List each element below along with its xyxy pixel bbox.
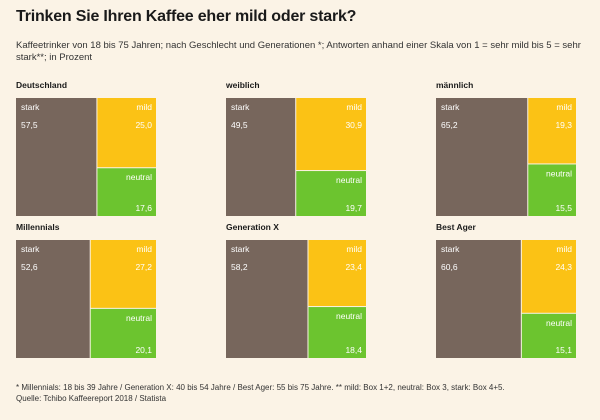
chart-title: Trinken Sie Ihren Kaffee eher mild oder … bbox=[16, 8, 357, 25]
panel-best-ager: Best Ager stark 60,6 mild 24,3 neutral 15,1 bbox=[436, 222, 600, 358]
bar-mild bbox=[528, 98, 576, 164]
panel-label: weiblich bbox=[226, 80, 260, 90]
bar-neutral bbox=[521, 313, 576, 358]
value-stark: 65,2 bbox=[441, 120, 458, 130]
panel-label: Generation X bbox=[226, 222, 279, 232]
label-neutral: neutral bbox=[546, 168, 572, 178]
footnote: * Millennials: 18 bis 39 Jahre / Generat… bbox=[16, 382, 591, 404]
value-mild: 27,2 bbox=[135, 262, 152, 272]
label-mild: mild bbox=[136, 244, 152, 254]
label-mild: mild bbox=[136, 102, 152, 112]
bar-mild bbox=[97, 98, 156, 168]
panel-label: männlich bbox=[436, 80, 474, 90]
label-neutral: neutral bbox=[126, 313, 152, 323]
label-mild: mild bbox=[346, 244, 362, 254]
label-neutral: neutral bbox=[126, 172, 152, 182]
bar-neutral bbox=[528, 164, 576, 216]
label-stark: stark bbox=[21, 244, 40, 254]
bar-stark bbox=[16, 98, 97, 216]
chart-subtitle: Kaffeetrinker von 18 bis 75 Jahren; nach… bbox=[16, 40, 581, 63]
value-stark: 60,6 bbox=[441, 262, 458, 272]
bar-stark bbox=[436, 240, 521, 358]
panel-label: Best Ager bbox=[436, 222, 476, 232]
label-neutral: neutral bbox=[336, 175, 362, 185]
label-mild: mild bbox=[556, 102, 572, 112]
bar-mild bbox=[296, 98, 366, 171]
value-neutral: 20,1 bbox=[135, 345, 152, 355]
bar-stark bbox=[16, 240, 90, 358]
value-mild: 24,3 bbox=[555, 262, 572, 272]
panel-weiblich: weiblich stark 49,5 mild 30,9 neutral 19,7 bbox=[226, 80, 398, 216]
bar-neutral bbox=[97, 168, 156, 216]
bar-neutral bbox=[296, 171, 366, 216]
bar-stark bbox=[226, 240, 308, 358]
value-stark: 49,5 bbox=[231, 120, 248, 130]
label-stark: stark bbox=[441, 244, 460, 254]
panel-millennials: Millennials stark 52,6 mild 27,2 neutral 20,1 bbox=[16, 222, 188, 358]
label-neutral: neutral bbox=[546, 318, 572, 328]
panel-maennlich: männlich stark 65,2 mild 19,3 neutral 15,5 bbox=[436, 80, 600, 216]
value-neutral: 15,5 bbox=[555, 203, 572, 213]
label-stark: stark bbox=[21, 102, 40, 112]
label-stark: stark bbox=[231, 244, 250, 254]
treemap-chart: stark 49,5 mild 30,9 neutral 19,7 bbox=[226, 98, 366, 216]
value-neutral: 15,1 bbox=[555, 345, 572, 355]
panel-label: Deutschland bbox=[16, 80, 68, 90]
panel-deutschland: Deutschland stark 57,5 mild 25,0 neutral 17,6 bbox=[16, 80, 188, 216]
bar-neutral bbox=[308, 307, 366, 358]
panel-label: Millennials bbox=[16, 222, 60, 232]
label-neutral: neutral bbox=[336, 311, 362, 321]
value-mild: 23,4 bbox=[345, 262, 362, 272]
value-mild: 25,0 bbox=[135, 120, 152, 130]
value-stark: 58,2 bbox=[231, 262, 248, 272]
bar-stark bbox=[226, 98, 296, 216]
value-neutral: 17,6 bbox=[135, 203, 152, 213]
value-neutral: 19,7 bbox=[345, 203, 362, 213]
value-stark: 52,6 bbox=[21, 262, 38, 272]
value-stark: 57,5 bbox=[21, 120, 38, 130]
treemap-chart: stark 52,6 mild 27,2 neutral 20,1 bbox=[16, 240, 156, 358]
value-mild: 19,3 bbox=[555, 120, 572, 130]
panel-generation-x: Generation X stark 58,2 mild 23,4 neutral 18,… bbox=[226, 222, 398, 358]
footnote-definitions: * Millennials: 18 bis 39 Jahre / Generat… bbox=[16, 383, 505, 392]
bar-mild bbox=[90, 240, 156, 308]
label-stark: stark bbox=[441, 102, 460, 112]
treemap-chart: stark 57,5 mild 25,0 neutral 17,6 bbox=[16, 98, 156, 216]
bar-mild bbox=[521, 240, 576, 313]
treemap-chart: stark 58,2 mild 23,4 neutral 18,4 bbox=[226, 240, 366, 358]
footnote-source: Quelle: Tchibo Kaffeereport 2018 / Stati… bbox=[16, 394, 167, 403]
bar-mild bbox=[308, 240, 366, 307]
treemap-chart: stark 65,2 mild 19,3 neutral 15,5 bbox=[436, 98, 576, 216]
treemap-chart: stark 60,6 mild 24,3 neutral 15,1 bbox=[436, 240, 576, 358]
value-neutral: 18,4 bbox=[345, 345, 362, 355]
label-stark: stark bbox=[231, 102, 250, 112]
value-mild: 30,9 bbox=[345, 120, 362, 130]
label-mild: mild bbox=[346, 102, 362, 112]
bar-neutral bbox=[90, 308, 156, 358]
bar-stark bbox=[436, 98, 528, 216]
label-mild: mild bbox=[556, 244, 572, 254]
